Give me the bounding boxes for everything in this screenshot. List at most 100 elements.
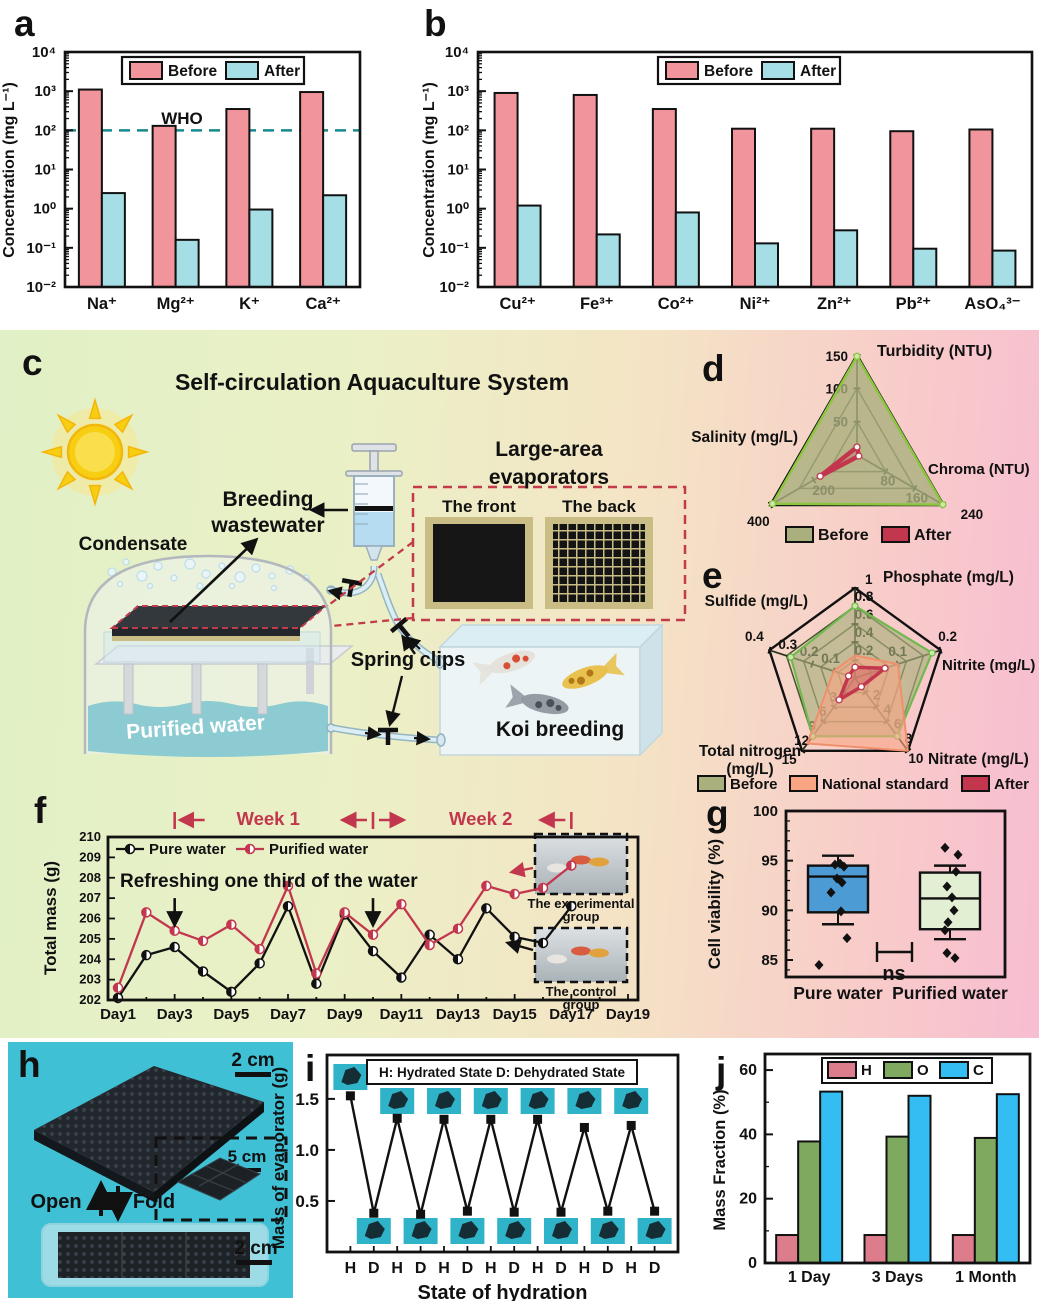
data-point	[953, 849, 963, 860]
mass-cycle-line	[349, 1095, 656, 1217]
y-tick-label: 10⁴	[32, 44, 56, 61]
bar-o-0	[797, 1140, 822, 1264]
y-tick-label: 0	[748, 1255, 757, 1272]
inset-arrow-control	[504, 938, 534, 954]
radar-axis-label: Sulfide (mg/L)	[705, 593, 808, 610]
bar-before-0	[77, 88, 103, 288]
bar-before-4	[810, 127, 836, 288]
sample-photo-dehydrated	[544, 1218, 578, 1244]
photo-shapes	[8, 1042, 293, 1298]
data-point	[814, 959, 824, 970]
evaporator-inset	[411, 485, 687, 622]
chart-d-group: 50100150Turbidity (NTU)80160240Chroma (N…	[691, 343, 1029, 544]
condensate-droplet	[116, 580, 124, 588]
chart-j-group: 1 Day 3 Days 1 Month 0 20 40 60 H O C Mass Fractio…	[711, 1052, 1032, 1286]
bar-after-6	[991, 249, 1017, 289]
data-point	[947, 892, 957, 903]
legend: Before After	[120, 55, 306, 86]
panel-e-label: e	[702, 555, 723, 596]
condensate-droplet	[146, 582, 154, 590]
svg-text:Before: Before	[730, 776, 778, 793]
radar-tick-label: 0.4	[745, 629, 764, 644]
bar-before-0	[493, 91, 519, 288]
open-evaporator	[34, 1066, 264, 1202]
sample-photo-hydrated	[567, 1088, 602, 1114]
who-label: WHO	[161, 109, 203, 128]
scale-bar	[236, 1260, 272, 1265]
spring-clip	[378, 727, 398, 745]
y-axis-label: Mass Fraction (%)	[711, 1089, 729, 1230]
radar-axis-label: Chroma (NTU)	[928, 461, 1030, 478]
svg-text:H: Hydrated State D: Dehydrate: H: Hydrated State D: Dehydrated State	[379, 1065, 626, 1080]
condensate-droplet	[184, 558, 196, 570]
sun-icon	[40, 397, 150, 507]
ns-bracket: ns	[875, 942, 914, 985]
sample-photo-hydrated	[380, 1088, 415, 1114]
x-tick-label: Day17	[549, 1006, 593, 1023]
sample-photo-dehydrated	[450, 1218, 485, 1244]
legend-swatch-o	[883, 1061, 913, 1079]
data-point	[950, 953, 960, 964]
panel-i-label: i	[305, 1048, 316, 1089]
x-category-label: Pb²⁺	[896, 295, 932, 313]
inset-label: The control	[546, 984, 617, 999]
y-tick-label: 10⁻¹	[439, 240, 469, 257]
evaporators-label-2: evaporators	[489, 466, 609, 489]
x-tick-label: D	[649, 1260, 661, 1277]
zoom-connector	[331, 616, 414, 628]
x-category-label: Na⁺	[87, 295, 117, 313]
data-point	[942, 948, 952, 959]
data-point	[839, 861, 849, 872]
y-tick-label: 210	[79, 829, 101, 844]
koi-breeding-label: Koi breeding	[496, 718, 624, 741]
data-point	[439, 1114, 449, 1124]
radar-tick-label: 0.8	[855, 589, 874, 604]
bar-before-1	[572, 93, 598, 288]
y-tick-label: 208	[79, 870, 101, 885]
wastewater-arrow	[169, 537, 259, 623]
front-label: The front	[442, 497, 516, 516]
data-point	[416, 1209, 426, 1219]
y-tick-label: 10⁻²	[439, 279, 469, 296]
radar-tick-label: 400	[747, 514, 770, 529]
y-tick-label: 10³	[447, 83, 469, 100]
x-category-label: Ca²⁺	[305, 295, 341, 313]
open-label: Open	[30, 1191, 81, 1213]
x-category-label: Ni²⁺	[740, 295, 771, 313]
scale-inset-label: 5 cm	[228, 1147, 267, 1166]
box-purified-water	[918, 842, 982, 964]
panel-h-label: h	[18, 1044, 41, 1085]
y-tick-label: 10²	[447, 122, 469, 139]
radar-series-national-standard	[806, 654, 909, 752]
y-tick-label: 205	[79, 931, 101, 946]
bar-before-3	[299, 91, 325, 289]
x-tick-label: Day3	[157, 1006, 193, 1023]
x-tick-label: H	[625, 1260, 637, 1277]
legend-swatch-national-standard	[789, 775, 818, 792]
y-axis-label: Total mass (g)	[41, 861, 60, 975]
evaporation-chamber	[83, 554, 355, 757]
bar-h-1	[863, 1234, 888, 1264]
bar-h-2	[951, 1234, 976, 1264]
condensate-droplet	[170, 574, 178, 582]
data-point	[830, 859, 840, 870]
bar-before-5	[889, 130, 915, 288]
condensate-droplet	[268, 572, 276, 580]
radar-axis-label: (mg/L)	[726, 761, 773, 778]
panel-f-label: f	[34, 790, 47, 831]
data-point	[579, 1122, 589, 1132]
panel-h-photo: 2 cm 5 cm Open Fold 2 cm	[8, 1042, 293, 1298]
y-tick-label: 10⁰	[33, 201, 56, 218]
diagram-title: Self-circulation Aquaculture System	[175, 369, 569, 395]
condensate-droplet	[136, 570, 148, 582]
radar-axis-label: Total nitrogen	[699, 743, 801, 760]
evaporator-slab	[112, 606, 326, 628]
data-point	[603, 1206, 613, 1216]
sample-photo-dehydrated	[497, 1218, 532, 1244]
sample-photo-hydrated	[614, 1088, 649, 1114]
scale-bar	[235, 1072, 271, 1077]
breeding-wastewater-label-1: Breeding	[222, 488, 313, 511]
condensate-droplet	[234, 571, 246, 583]
data-point	[943, 917, 953, 928]
x-tick-label: H	[485, 1260, 497, 1277]
